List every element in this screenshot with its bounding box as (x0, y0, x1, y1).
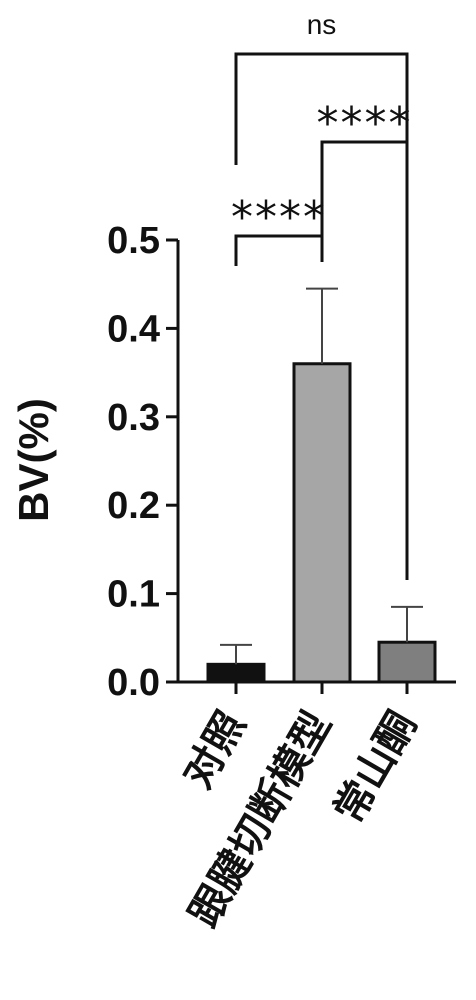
y-axis: 0.0 0.1 0.2 0.3 0.4 0.5 (107, 220, 456, 704)
y-axis-label: BV(%) (10, 398, 57, 522)
x-tick-label: 常山酮 (326, 704, 426, 831)
bars (206, 287, 437, 694)
significance-bracket (234, 52, 409, 580)
significance-brackets: **** **** ns (231, 9, 413, 580)
y-tick-label: 0.2 (107, 485, 160, 527)
significance-label: **** (317, 98, 413, 149)
x-tick-label: 对照 (175, 704, 255, 796)
y-tick-label: 0.0 (107, 662, 160, 704)
y-tick-label: 0.1 (107, 574, 160, 616)
significance-label: **** (231, 192, 327, 243)
y-tick-label: 0.3 (107, 397, 160, 439)
bar (292, 362, 352, 684)
significance-label: ns (307, 9, 337, 40)
y-tick-label: 0.5 (107, 220, 160, 262)
bar (377, 640, 437, 684)
y-tick-label: 0.4 (107, 308, 160, 350)
bar (206, 662, 266, 684)
